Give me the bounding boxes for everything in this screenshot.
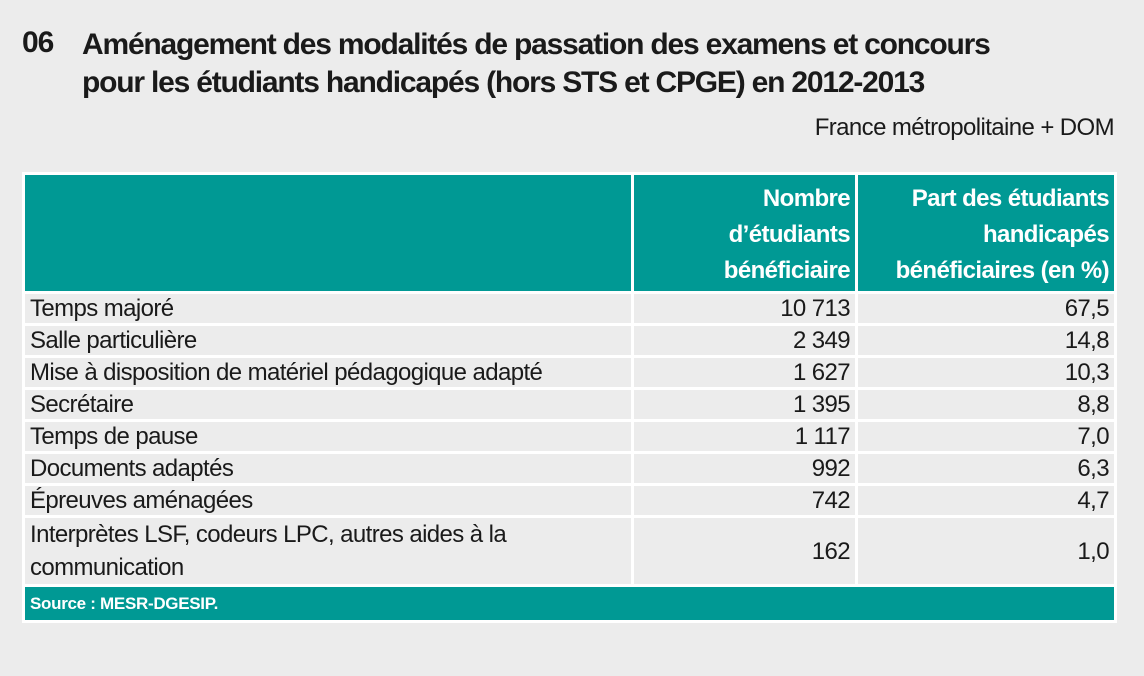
subtitle: France métropolitaine + DOM: [814, 114, 1115, 141]
row-label: Secrétaire: [22, 387, 634, 422]
row-count: 992: [631, 451, 858, 486]
row-percent: 8,8: [855, 387, 1117, 422]
row-label: Temps de pause: [22, 419, 634, 454]
row-percent: 7,0: [855, 419, 1117, 454]
row-label: Interprètes LSF, codeurs LPC, autres aid…: [22, 515, 634, 587]
row-percent: 14,8: [855, 323, 1117, 358]
table-row: Salle particulière 2 349 14,8: [22, 323, 1117, 358]
header-percent: Part des étudiants handicapés bénéficiai…: [855, 172, 1117, 294]
table-row: Temps de pause 1 117 7,0: [22, 419, 1117, 454]
header-line: d’étudiants: [728, 221, 851, 248]
row-count: 10 713: [631, 291, 858, 326]
row-count: 1 395: [631, 387, 858, 422]
row-count: 742: [631, 483, 858, 518]
row-count: 162: [631, 515, 858, 587]
row-label: Épreuves aménagées: [22, 483, 634, 518]
table-row: Mise à disposition de matériel pédagogiq…: [22, 355, 1117, 390]
source-note: Source : MESR-DGESIP.: [22, 584, 1117, 623]
row-label: Salle particulière: [22, 323, 634, 358]
row-percent: 67,5: [855, 291, 1117, 326]
row-percent: 4,7: [855, 483, 1117, 518]
row-percent: 1,0: [855, 515, 1117, 587]
row-percent: 6,3: [855, 451, 1117, 486]
table-row: Documents adaptés 992 6,3: [22, 451, 1117, 486]
table-row: Épreuves aménagées 742 4,7: [22, 483, 1117, 518]
row-count: 1 117: [631, 419, 858, 454]
header-row: Nombre d’étudiants bénéficiaire Part des…: [22, 172, 1117, 294]
header-count: Nombre d’étudiants bénéficiaire: [631, 172, 858, 294]
title-line: Aménagement des modalités de passation d…: [82, 28, 991, 61]
header-line: Nombre: [762, 185, 851, 212]
table-row: Interprètes LSF, codeurs LPC, autres aid…: [22, 515, 1117, 587]
table-row: Secrétaire 1 395 8,8: [22, 387, 1117, 422]
row-label: Documents adaptés: [22, 451, 634, 486]
data-table: Nombre d’étudiants bénéficiaire Part des…: [22, 172, 1117, 623]
header-line: bénéficiaires (en %): [895, 257, 1110, 284]
row-label: Temps majoré: [22, 291, 634, 326]
table-row: Temps majoré 10 713 67,5: [22, 291, 1117, 326]
row-count: 1 627: [631, 355, 858, 390]
row-count: 2 349: [631, 323, 858, 358]
header-line: bénéficiaire: [723, 257, 851, 284]
header-line: Part des étudiants: [911, 185, 1110, 212]
row-label: Mise à disposition de matériel pédagogiq…: [22, 355, 634, 390]
page-title: Aménagement des modalités de passation d…: [82, 26, 991, 102]
header-label: [22, 172, 634, 294]
header-line: handicapés: [982, 221, 1110, 248]
row-percent: 10,3: [855, 355, 1117, 390]
figure-number: 06: [22, 26, 54, 59]
title-line: pour les étudiants handicapés (hors STS …: [82, 66, 925, 99]
